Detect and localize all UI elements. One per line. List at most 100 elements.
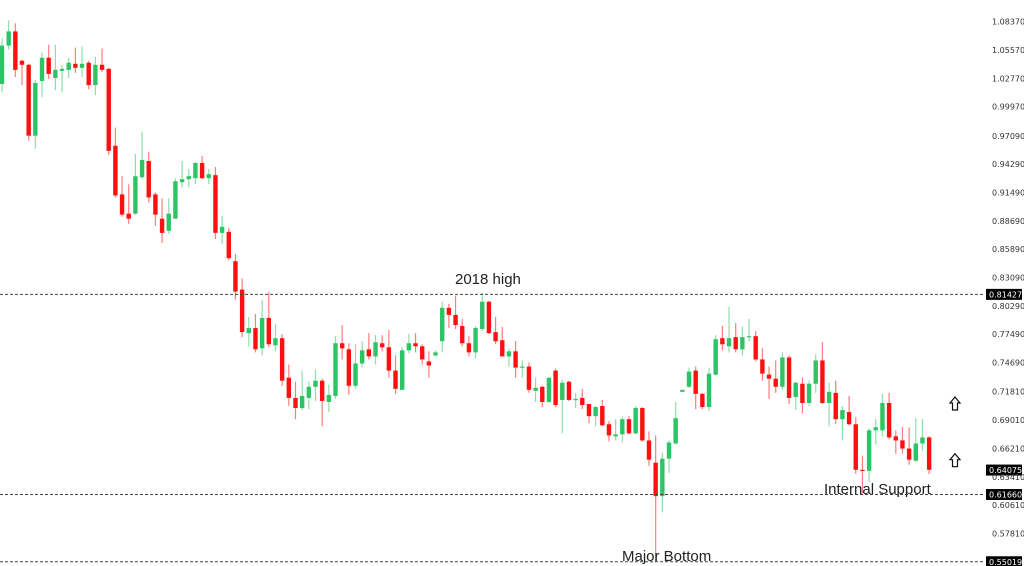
candle-body	[293, 397, 298, 409]
y-tick-label: 0.94290	[992, 160, 1024, 169]
candle-body	[506, 351, 512, 357]
candle-body	[186, 176, 191, 180]
y-tick-label: 0.66210	[992, 444, 1024, 453]
candle-body	[139, 159, 145, 178]
candle	[826, 382, 832, 427]
candle	[753, 331, 758, 362]
candle	[133, 153, 138, 215]
candle	[566, 380, 572, 401]
candle-body	[640, 408, 645, 441]
candle	[473, 326, 478, 359]
candle	[199, 155, 205, 180]
y-tick-label: 0.63410	[992, 473, 1024, 482]
candle-body	[119, 194, 125, 215]
candle	[820, 342, 825, 404]
candle	[379, 335, 385, 352]
candle-body	[860, 469, 865, 472]
candle	[500, 327, 505, 357]
candle	[113, 127, 118, 198]
candle	[173, 178, 178, 219]
candle-body	[700, 393, 705, 408]
candle-body	[706, 373, 712, 408]
candle	[39, 52, 45, 98]
candle-body	[713, 339, 718, 375]
candle	[353, 344, 358, 389]
candle	[206, 169, 211, 185]
candle	[460, 318, 465, 347]
candle	[593, 406, 598, 427]
candle-body	[173, 181, 178, 219]
candle-body	[153, 194, 158, 215]
y-tick-label: 0.83090	[992, 274, 1024, 283]
candle-body	[846, 412, 852, 425]
y-tick-label: 0.69010	[992, 416, 1024, 425]
candle	[506, 348, 512, 367]
candle-body	[926, 437, 932, 470]
up-arrow-icon	[948, 396, 962, 411]
candle	[666, 440, 672, 473]
candle	[913, 418, 918, 462]
candle-body	[373, 342, 378, 357]
candle-body	[780, 357, 785, 387]
candle	[19, 59, 25, 86]
candle	[26, 63, 31, 141]
candle-body	[566, 381, 572, 400]
markers-layer	[948, 396, 962, 468]
candle-body	[420, 346, 425, 360]
candle-body	[93, 64, 98, 86]
candle-body	[633, 408, 638, 434]
candle	[420, 344, 425, 365]
candle-body	[353, 363, 358, 386]
candle-body	[466, 343, 472, 353]
candle-body	[726, 338, 732, 347]
candle-body	[900, 440, 905, 449]
candle	[653, 435, 658, 562]
candle-body	[133, 176, 138, 214]
candle	[313, 369, 318, 401]
candle-body	[853, 424, 858, 470]
candle	[119, 176, 125, 217]
candle	[686, 367, 692, 388]
candle-body	[680, 389, 685, 392]
candle	[393, 355, 398, 394]
candle-body	[446, 307, 452, 315]
candle	[793, 381, 798, 411]
candle	[253, 313, 258, 353]
candle-body	[580, 397, 585, 406]
candle	[126, 184, 131, 224]
candle	[840, 406, 845, 441]
candle-body	[366, 349, 372, 357]
candle	[406, 334, 412, 354]
candle-body	[39, 57, 45, 82]
candle-body	[813, 360, 818, 384]
candle-body	[693, 370, 698, 394]
candle	[366, 333, 372, 360]
candle-body	[19, 60, 25, 65]
candle-body	[33, 83, 38, 136]
candle-body	[520, 366, 525, 368]
price-axis: 1.08370 1.05570 1.02770 0.99970 0.97090 0.942…	[992, 18, 1024, 539]
y-tick-label: 0.97090	[992, 132, 1024, 141]
candle-body	[873, 427, 878, 431]
candle-body	[920, 437, 925, 444]
candle-body	[646, 440, 652, 460]
candle-body	[493, 332, 498, 342]
candle	[873, 419, 878, 445]
candle-body	[246, 328, 251, 334]
candle	[760, 348, 765, 381]
candle	[86, 60, 91, 90]
candle-body	[219, 226, 225, 233]
candle-body	[480, 301, 485, 330]
candle-body	[720, 338, 725, 345]
candle-body	[786, 357, 792, 398]
candle-body	[886, 402, 892, 438]
y-tick-label: 0.57810	[992, 529, 1024, 538]
candle	[893, 430, 898, 454]
y-tick-label: 1.05570	[992, 46, 1024, 55]
candle	[266, 291, 271, 348]
annotation-internal-support: Internal Support	[824, 481, 932, 498]
candle-body	[59, 68, 65, 71]
candle-body	[553, 370, 558, 406]
y-tick-label: 1.08370	[992, 18, 1024, 27]
candle-body	[199, 163, 205, 179]
